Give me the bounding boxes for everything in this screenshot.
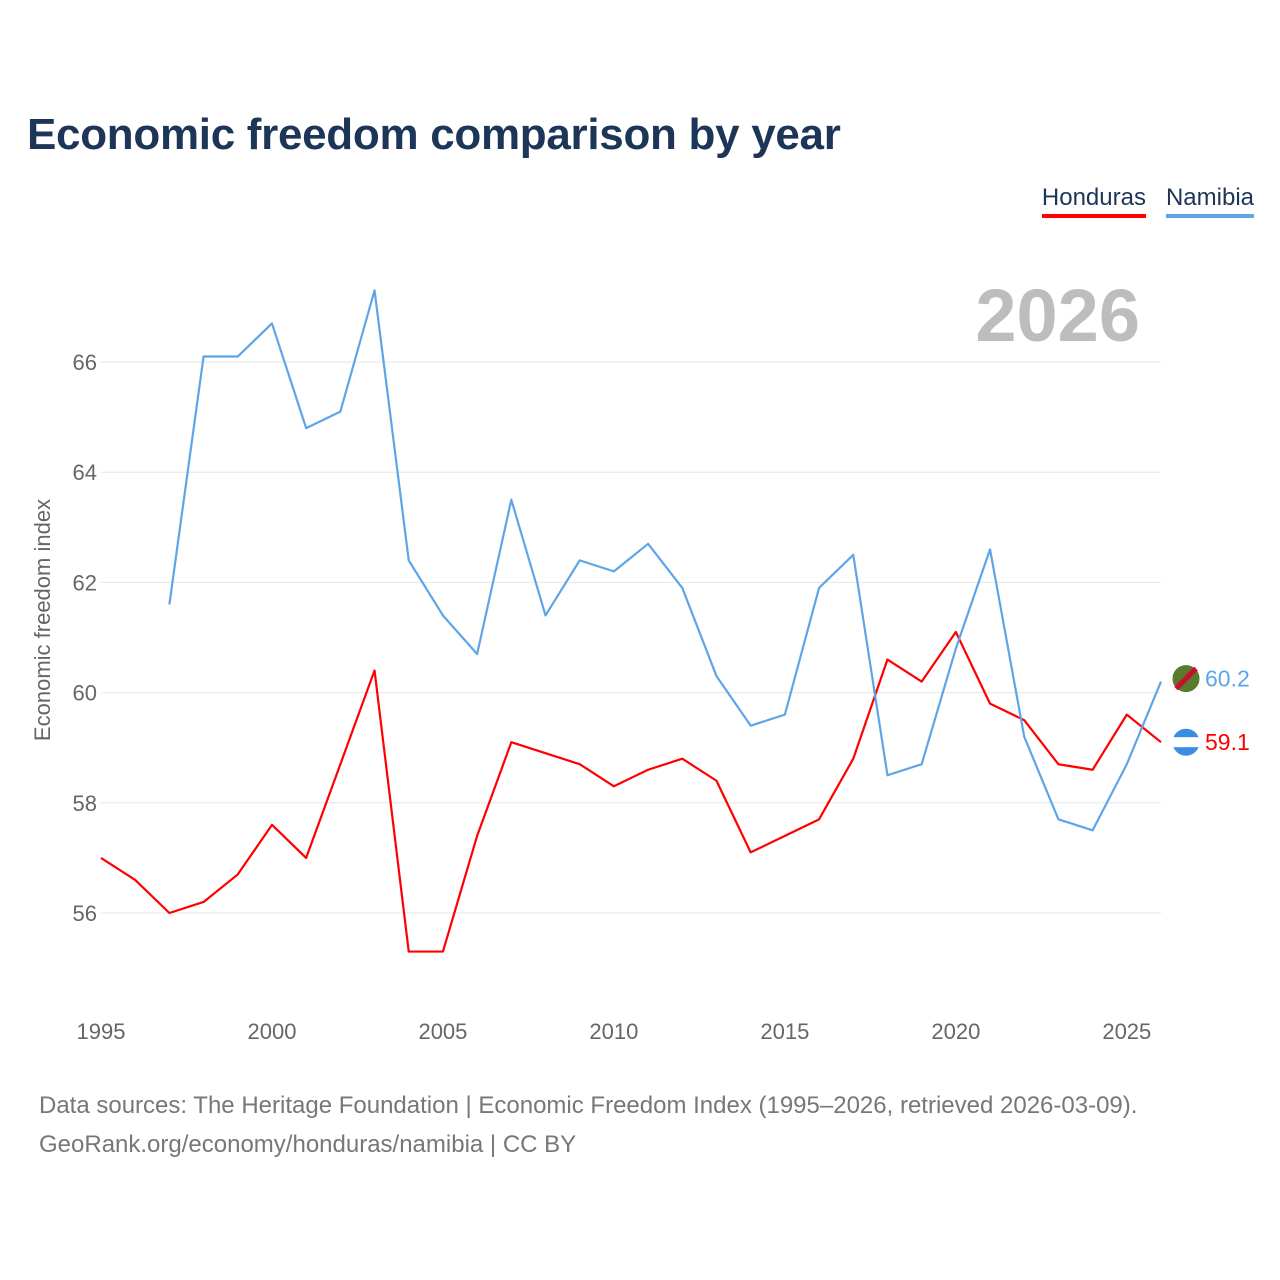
legend-honduras[interactable]: Honduras (1041, 184, 1146, 218)
footer-sources: Data sources: The Heritage Foundation | … (39, 1092, 1138, 1119)
x-tick-label: 2010 (589, 1019, 638, 1044)
end-value-label: 60.2 (1205, 666, 1250, 692)
x-tick-label: 2025 (1102, 1019, 1151, 1044)
y-axis-label: Economic freedom index (30, 499, 55, 741)
flag-stripe (1172, 737, 1200, 748)
footer-link[interactable]: GeoRank.org/economy/honduras/namibia | C… (39, 1131, 577, 1158)
x-tick-label: 2000 (247, 1019, 296, 1044)
y-tick-label: 62 (73, 570, 97, 595)
series-line-namibia (168, 289, 1163, 832)
end-value-label: 59.1 (1205, 729, 1250, 755)
footer: Data sources: The Heritage Foundation | … (39, 1086, 1137, 1164)
y-tick-label: 64 (73, 460, 97, 485)
chart-title: Economic freedom comparison by year (27, 110, 841, 159)
y-tick-label: 60 (73, 681, 97, 706)
x-tick-label: 2005 (418, 1019, 467, 1044)
legend: Honduras Namibia (1041, 184, 1254, 218)
x-tick-label: 2015 (760, 1019, 809, 1044)
flag-stripe (1174, 666, 1198, 691)
y-tick-label: 58 (73, 791, 97, 816)
series-line-honduras (100, 630, 1162, 953)
x-tick-label: 1995 (77, 1019, 126, 1044)
legend-namibia[interactable]: Namibia (1165, 184, 1254, 218)
year-watermark: 2026 (975, 274, 1140, 357)
x-tick-label: 2020 (931, 1019, 980, 1044)
y-tick-label: 66 (73, 350, 97, 375)
y-tick-label: 56 (73, 901, 97, 926)
